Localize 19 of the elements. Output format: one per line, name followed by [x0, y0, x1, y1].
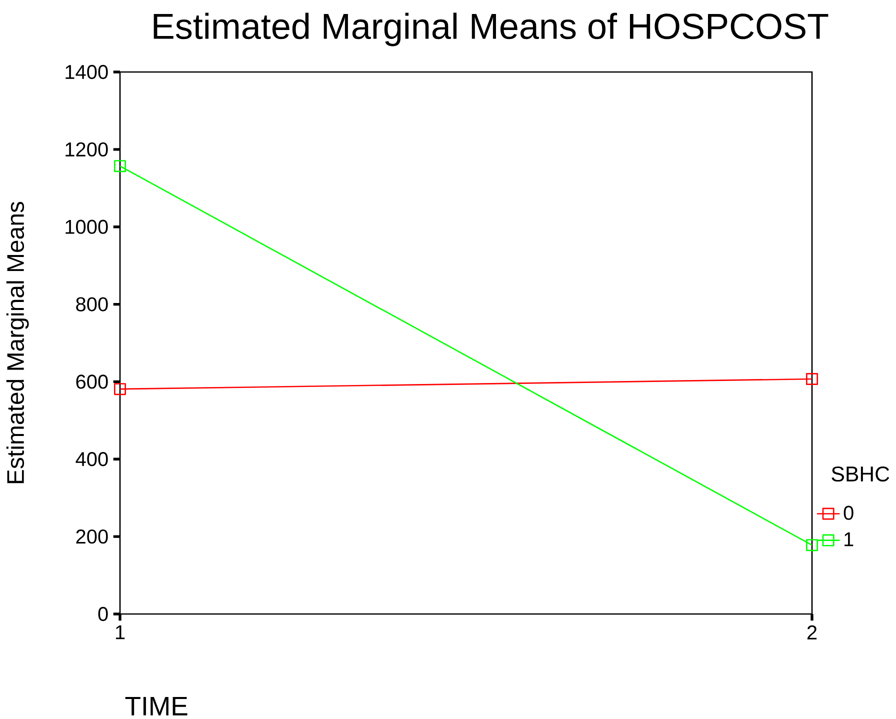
y-tick-label: 800 [76, 297, 108, 312]
y-tick-label: 400 [76, 452, 108, 466]
point [114, 160, 126, 172]
legend-title: SBHC [832, 466, 890, 482]
y-tick-label: 1200 [66, 142, 108, 157]
point [806, 373, 818, 386]
legend-label: 1 [844, 532, 854, 546]
y-tick-label: 200 [76, 529, 108, 544]
y-tick-label: 1000 [66, 220, 108, 234]
y-tick-label: 600 [76, 374, 108, 389]
point [806, 539, 818, 552]
y-axis-title: Estimated Marginal Means [6, 202, 29, 484]
x-tick-label: 2 [807, 625, 817, 640]
y-tick-label: 0 [98, 606, 108, 622]
x-axis-title: TIME [125, 696, 188, 716]
chart-title: Estimated Marginal Means of HOSPCOST [154, 12, 828, 46]
point [114, 383, 126, 396]
legend-label: 0 [844, 506, 854, 520]
y-tick-label: 1400 [66, 64, 108, 80]
